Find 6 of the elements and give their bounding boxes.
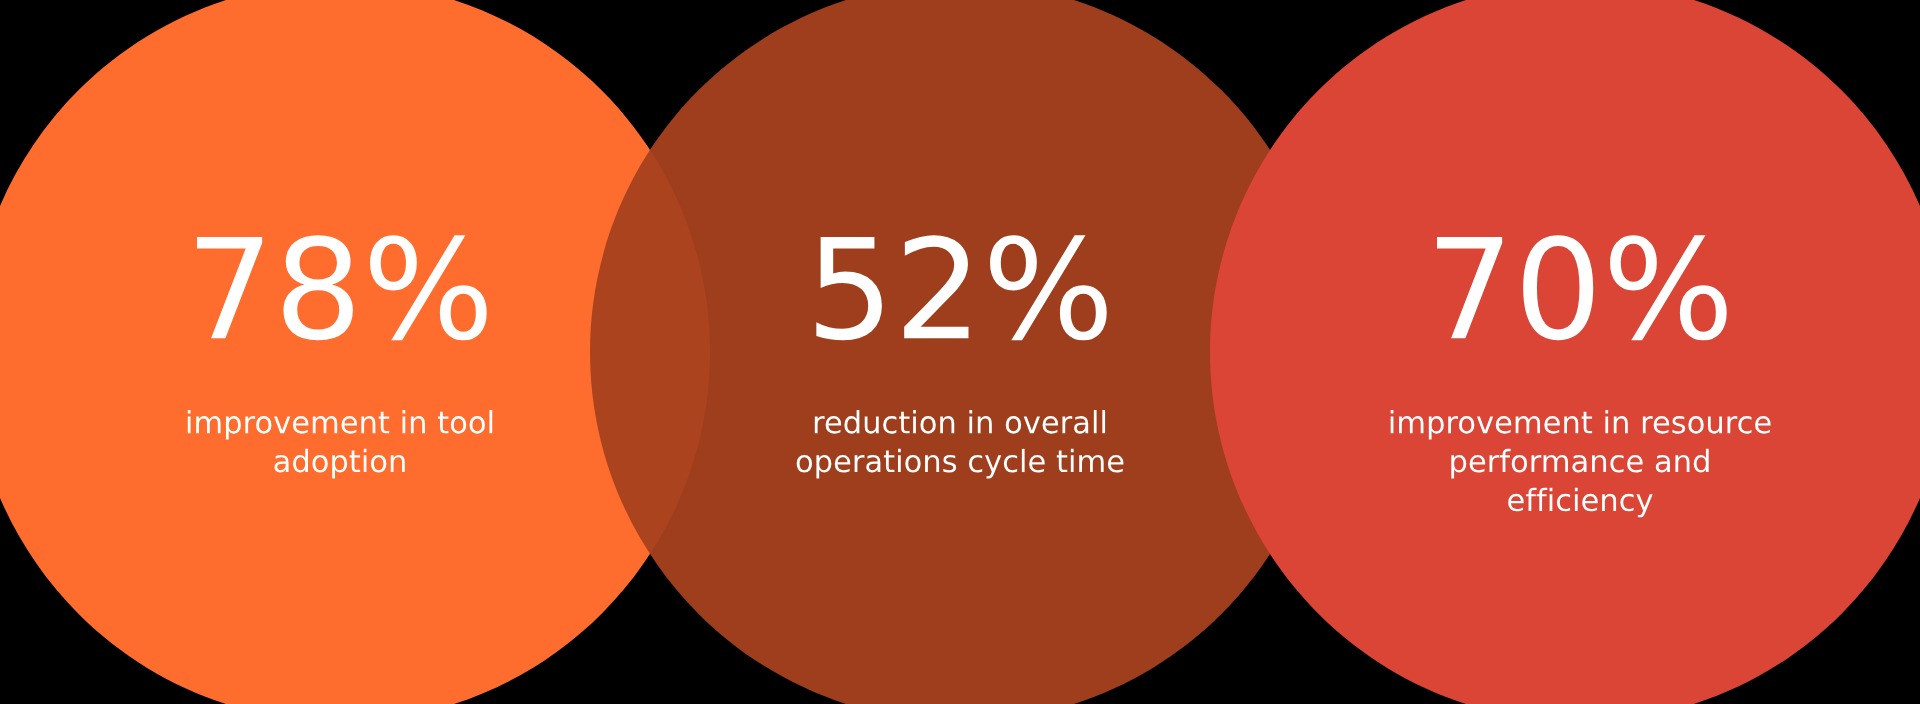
data-label: 52%	[816, 235, 1107, 341]
category-label: improvement in tool adoption	[187, 410, 493, 479]
category-label: improvement in resource performance and efficiency	[1390, 410, 1771, 518]
category-label: reduction in overall operations cycle time	[796, 410, 1124, 479]
data-label: 78%	[197, 235, 487, 341]
data-label: 70%	[1437, 235, 1727, 341]
